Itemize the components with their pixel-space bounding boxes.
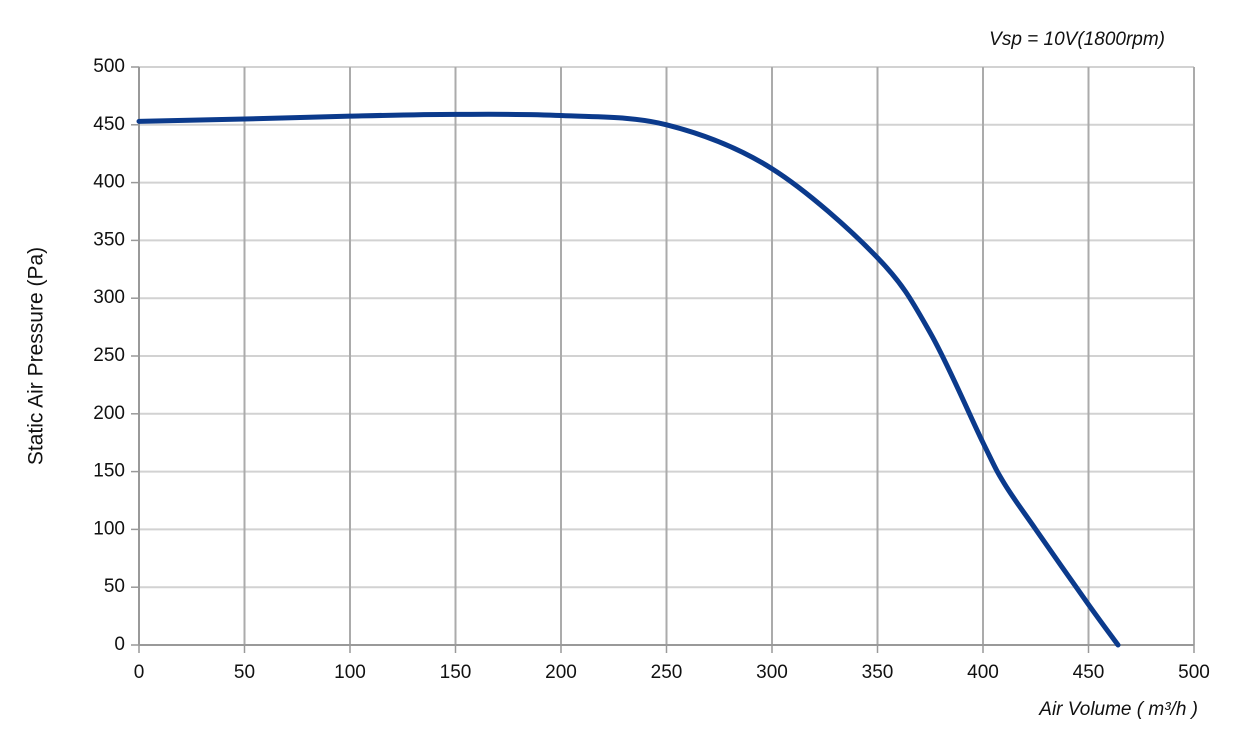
y-tick-label: 500 (93, 56, 125, 77)
y-tick-label: 200 (93, 403, 125, 424)
x-tick-label: 500 (1178, 662, 1210, 683)
y-tick-label: 0 (114, 634, 125, 655)
x-tick-label: 250 (651, 662, 683, 683)
x-tick-label: 450 (1073, 662, 1105, 683)
y-tick-label: 400 (93, 172, 125, 193)
annotation: Vsp = 10V(1800rpm) (989, 29, 1165, 50)
y-tick-label: 450 (93, 114, 125, 135)
x-tick-label: 200 (545, 662, 577, 683)
x-tick-label: 100 (334, 662, 366, 683)
y-tick-label: 100 (93, 518, 125, 539)
x-tick-label: 300 (756, 662, 788, 683)
y-tick-label: 350 (93, 229, 125, 250)
data-line (136, 111, 1121, 648)
y-tick-label: 150 (93, 461, 125, 482)
y-tick-label: 300 (93, 287, 125, 308)
y-tick-label: 50 (104, 576, 125, 597)
x-tick-label: 350 (862, 662, 894, 683)
x-tick-label: 150 (440, 662, 472, 683)
y-tick-label: 250 (93, 345, 125, 366)
x-axis-label: Air Volume ( m³/h ) (1038, 699, 1198, 720)
x-tick-label: 400 (967, 662, 999, 683)
x-tick-label: 50 (234, 662, 255, 683)
x-tick-label: 0 (134, 662, 145, 683)
y-axis-label: Static Air Pressure (Pa) (25, 247, 48, 465)
